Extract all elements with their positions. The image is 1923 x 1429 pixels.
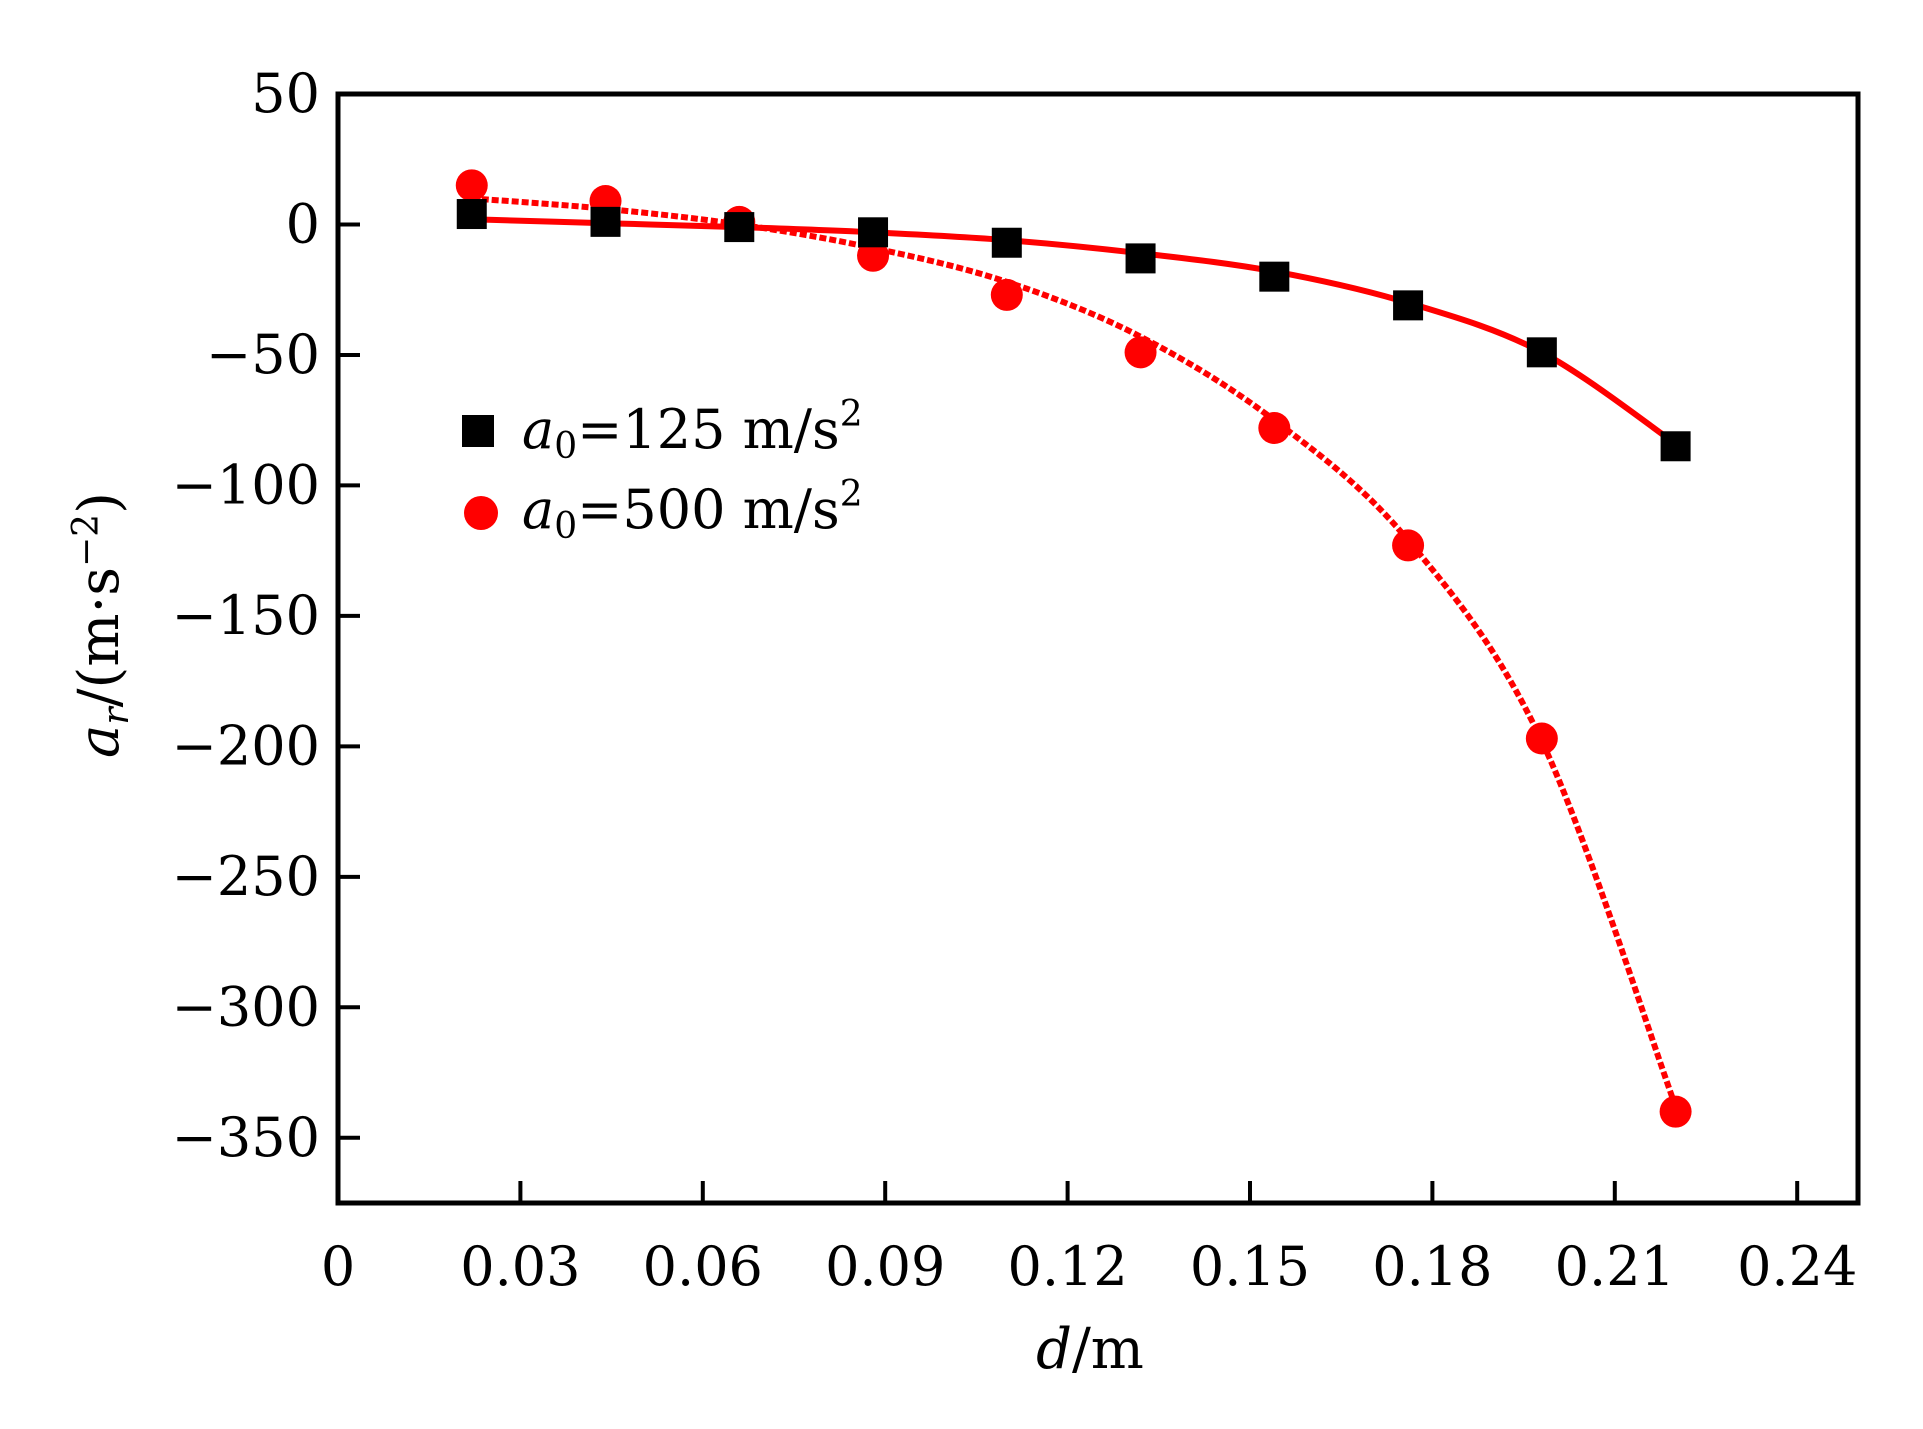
y-axis-sub: r — [96, 706, 137, 725]
data-point-circle — [1392, 529, 1425, 562]
y-tick-label: −350 — [172, 1106, 320, 1169]
data-point-square — [1125, 243, 1156, 274]
y-axis-unit: /(m·s — [67, 567, 132, 707]
x-tick-label: 0.24 — [1737, 1235, 1857, 1298]
legend-label-series-2: a0=500 m/s2 — [522, 474, 863, 547]
plot-frame — [335, 91, 1861, 1206]
x-tick-label: 0.12 — [1007, 1235, 1127, 1298]
y-tick-label: 50 — [251, 62, 320, 125]
y-axis-close: ) — [67, 492, 132, 514]
x-tick-label: 0.21 — [1555, 1235, 1675, 1298]
y-tick-label: −100 — [172, 453, 320, 516]
y-axis-ticks: 50 0 −50 −100 −150 −200 −250 −300 −350 — [172, 62, 360, 1169]
fit-lines — [471, 195, 1679, 1108]
data-point-square — [991, 227, 1022, 258]
legend-square-marker — [462, 415, 494, 447]
x-tick-label: 0.18 — [1372, 1235, 1492, 1298]
x-tick-label: 0.03 — [460, 1235, 580, 1298]
fit-line-series-2 — [471, 195, 1679, 1108]
x-axis-ticks: 0 0.03 0.06 0.09 0.12 0.15 0.18 0.21 0.24 — [321, 1181, 1857, 1298]
legend-label-series-1: a0=125 m/s2 — [522, 394, 863, 467]
x-tick-label: 0.06 — [643, 1235, 763, 1298]
data-point-circle — [990, 278, 1023, 311]
y-tick-label: −250 — [172, 845, 320, 908]
legend-item-series-2: a0=500 m/s2 — [464, 474, 863, 547]
x-tick-label: 0.15 — [1190, 1235, 1310, 1298]
x-tick-label: 0.09 — [825, 1235, 945, 1298]
y-tick-label: −300 — [172, 975, 320, 1038]
y-tick-label: −150 — [172, 584, 320, 647]
x-axis-var: d — [1036, 1317, 1072, 1382]
data-point-square — [858, 217, 889, 248]
legend-item-series-1: a0=125 m/s2 — [462, 394, 863, 467]
y-axis-var: a — [67, 725, 132, 758]
data-point-square — [724, 212, 755, 243]
fit-line-series-1 — [471, 216, 1678, 447]
data-point-circle — [857, 239, 890, 272]
y-axis-title: ar/(m·s−2) — [66, 492, 137, 758]
data-point-square — [1259, 261, 1290, 292]
y-tick-label: −200 — [172, 714, 320, 777]
y-axis-sup: −2 — [66, 514, 107, 567]
data-markers — [455, 169, 1692, 1128]
legend-circle-marker — [464, 496, 498, 530]
y-tick-label: 0 — [286, 192, 320, 255]
data-point-square — [590, 206, 621, 237]
data-point-circle — [1525, 722, 1558, 755]
data-point-square — [1526, 337, 1557, 368]
y-tick-label: −50 — [206, 323, 320, 386]
data-point-square — [456, 199, 487, 230]
data-point-circle — [455, 169, 488, 202]
x-axis-unit: /m — [1072, 1317, 1144, 1382]
x-tick-label: 0 — [321, 1235, 355, 1298]
data-point-circle — [1124, 336, 1157, 369]
legend: a0=125 m/s2 a0=500 m/s2 — [462, 394, 863, 547]
data-point-circle — [1258, 412, 1291, 445]
data-point-square — [1660, 431, 1691, 462]
x-axis-title: d/m — [1036, 1317, 1144, 1382]
data-point-circle — [1659, 1095, 1692, 1128]
data-point-square — [1393, 290, 1424, 321]
